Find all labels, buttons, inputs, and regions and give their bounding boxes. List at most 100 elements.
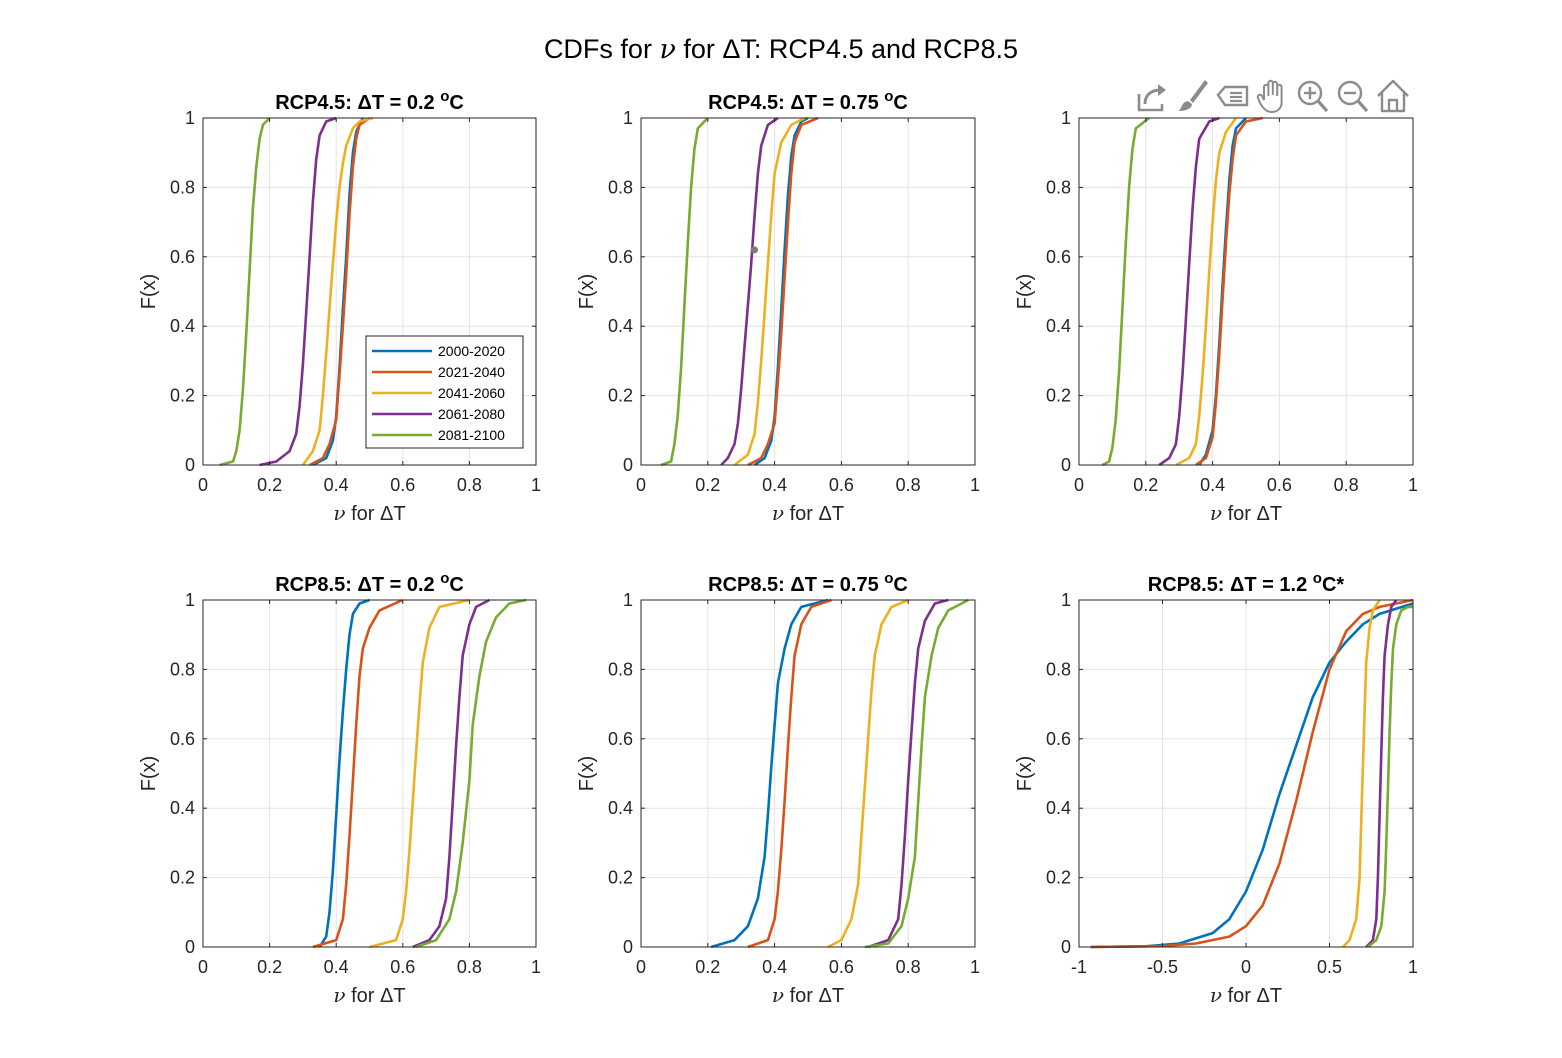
x-tick-label: 0.8 — [457, 957, 482, 977]
legend[interactable]: 2000-2020 2021-2040 2041-2060 2061-2080 2081… — [365, 335, 524, 449]
series-line-2000-2020 — [710, 598, 829, 949]
y-tick-label: 0.6 — [170, 247, 195, 267]
x-tick-label: 0.6 — [390, 475, 415, 495]
x-tick-label: 0.2 — [695, 475, 720, 495]
y-tick-label: 0.2 — [608, 386, 633, 406]
zoom-out-button[interactable] — [1334, 76, 1372, 116]
axes-box — [202, 599, 537, 948]
y-tick-label: 1 — [185, 108, 195, 128]
home-button[interactable] — [1374, 76, 1412, 116]
y-tick-label: 0.6 — [1046, 729, 1071, 749]
subplot-5[interactable]: 0 0.2 0.4 0.6 0.8 1 0 0.2 0.4 0.6 0.8 1 ν for ΔT F(x)… — [576, 570, 980, 1007]
x-tick-label: 0.8 — [896, 957, 921, 977]
x-tick-label: 0 — [636, 475, 646, 495]
zoom-in-icon — [1297, 80, 1329, 113]
x-tick-label: 0.6 — [829, 957, 854, 977]
x-tick-label: 1 — [970, 957, 980, 977]
series-line-2061-2080 — [1158, 116, 1220, 467]
subplot-6[interactable]: -1 -0.5 0 0.5 1 0 0.2 0.4 0.6 0.8 1 ν for ΔT F(x) RCP… — [1014, 570, 1418, 1007]
subplot-1[interactable]: 0 0.2 0.4 0.6 0.8 1 0 0.2 0.4 0.6 0.8 1 ν for ΔT F(x)… — [138, 88, 541, 525]
subplot-4[interactable]: 0 0.2 0.4 0.6 0.8 1 0 0.2 0.4 0.6 0.8 1 ν for ΔT F(x)… — [138, 570, 541, 1007]
axes-box — [1078, 117, 1414, 466]
figure-title: CDFs for ν for ΔT: RCP4.5 and RCP8.5 — [0, 34, 1562, 65]
legend-entry-label: 2061-2080 — [438, 406, 505, 422]
x-tick-label: 0 — [198, 957, 208, 977]
pan-button[interactable] — [1254, 76, 1292, 116]
series-line-2021-2040 — [312, 598, 404, 949]
y-tick-label: 0.6 — [1046, 247, 1071, 267]
x-tick-label: 0.4 — [762, 475, 787, 495]
y-tick-label: 0.8 — [608, 177, 633, 197]
series-line-2000-2020 — [1090, 602, 1414, 949]
x-axis-label: ν for ΔT — [333, 501, 405, 525]
x-axis-label: ν for ΔT — [772, 983, 844, 1007]
x-tick-label: 1 — [1408, 475, 1418, 495]
y-tick-label: 0.4 — [1046, 798, 1071, 818]
x-tick-label: 0.4 — [762, 957, 787, 977]
zoom-out-icon — [1337, 80, 1369, 113]
y-tick-label: 0.8 — [1046, 659, 1071, 679]
x-tick-label: 0.5 — [1317, 957, 1342, 977]
legend-entry-label: 2041-2060 — [438, 385, 505, 401]
x-tick-label: 0.4 — [1200, 475, 1225, 495]
series-line-2021-2040 — [309, 116, 371, 467]
subplot-3[interactable]: 0 0.2 0.4 0.6 0.8 1 0 0.2 0.4 0.6 0.8 1 ν for ΔT F(x) — [1014, 108, 1418, 525]
y-axis-label: F(x) — [576, 274, 598, 310]
subplot-2[interactable]: 0 0.2 0.4 0.6 0.8 1 0 0.2 0.4 0.6 0.8 1 ν for ΔT F(x)… — [576, 88, 980, 525]
x-tick-label: 0.2 — [257, 957, 282, 977]
x-tick-label: 0 — [1074, 475, 1084, 495]
export-button[interactable] — [1134, 76, 1172, 116]
datatip-marker[interactable] — [751, 246, 759, 254]
home-icon — [1377, 79, 1409, 113]
plot-area[interactable] — [203, 600, 536, 947]
y-axis-label: F(x) — [138, 756, 160, 792]
x-tick-label: -0.5 — [1147, 957, 1178, 977]
datatip-button[interactable] — [1214, 76, 1252, 116]
subplot-title: RCP8.5: ΔT = 0.2 oC — [275, 570, 464, 596]
plot-area[interactable] — [1079, 118, 1413, 465]
y-tick-label: 0 — [185, 455, 195, 475]
series-line-2061-2080 — [1365, 599, 1398, 948]
x-tick-label: 0.8 — [1334, 475, 1359, 495]
y-tick-label: 0.4 — [608, 316, 633, 336]
y-axis-label: F(x) — [1014, 756, 1036, 792]
x-tick-label: 0.4 — [324, 475, 349, 495]
x-axis-label: ν for ΔT — [333, 983, 405, 1007]
y-tick-label: 0.4 — [170, 316, 195, 336]
y-tick-label: 0 — [1061, 937, 1071, 957]
axes-box — [640, 599, 976, 948]
axes-box — [202, 117, 537, 466]
y-tick-label: 0 — [623, 455, 633, 475]
series-line-2081-2100 — [1101, 116, 1150, 467]
x-tick-label: 0.8 — [896, 475, 921, 495]
series-line-2081-2100 — [219, 117, 271, 467]
y-tick-label: 1 — [185, 590, 195, 610]
plot-area[interactable] — [641, 118, 975, 465]
x-tick-label: 0.8 — [457, 475, 482, 495]
series-line-2021-2040 — [1195, 116, 1263, 467]
x-tick-label: 0.6 — [390, 957, 415, 977]
figure-title-suffix: for ΔT: RCP4.5 and RCP8.5 — [675, 34, 1019, 64]
x-tick-label: 0.6 — [1267, 475, 1292, 495]
legend-entry-label: 2000-2020 — [438, 343, 505, 359]
y-tick-label: 1 — [1061, 590, 1071, 610]
y-tick-label: 0 — [185, 937, 195, 957]
plot-area[interactable] — [641, 600, 975, 947]
zoom-in-button[interactable] — [1294, 76, 1332, 116]
series-line-2061-2080 — [259, 116, 337, 467]
y-axis-label: F(x) — [576, 756, 598, 792]
series-line-2061-2080 — [412, 598, 490, 949]
figure-title-prefix: CDFs for — [543, 34, 660, 64]
subplot-title: RCP8.5: ΔT = 1.2 oC* — [1148, 570, 1345, 596]
figure-title-symbol: ν — [659, 34, 676, 65]
y-tick-label: 0.4 — [608, 798, 633, 818]
series-line-2000-2020 — [753, 116, 809, 467]
x-tick-label: 1 — [531, 475, 541, 495]
y-tick-label: 0.6 — [608, 729, 633, 749]
brush-button[interactable] — [1174, 76, 1212, 116]
series-line-2021-2040 — [747, 598, 832, 949]
x-tick-label: 0.2 — [257, 475, 282, 495]
x-tick-label: 0 — [1241, 957, 1251, 977]
